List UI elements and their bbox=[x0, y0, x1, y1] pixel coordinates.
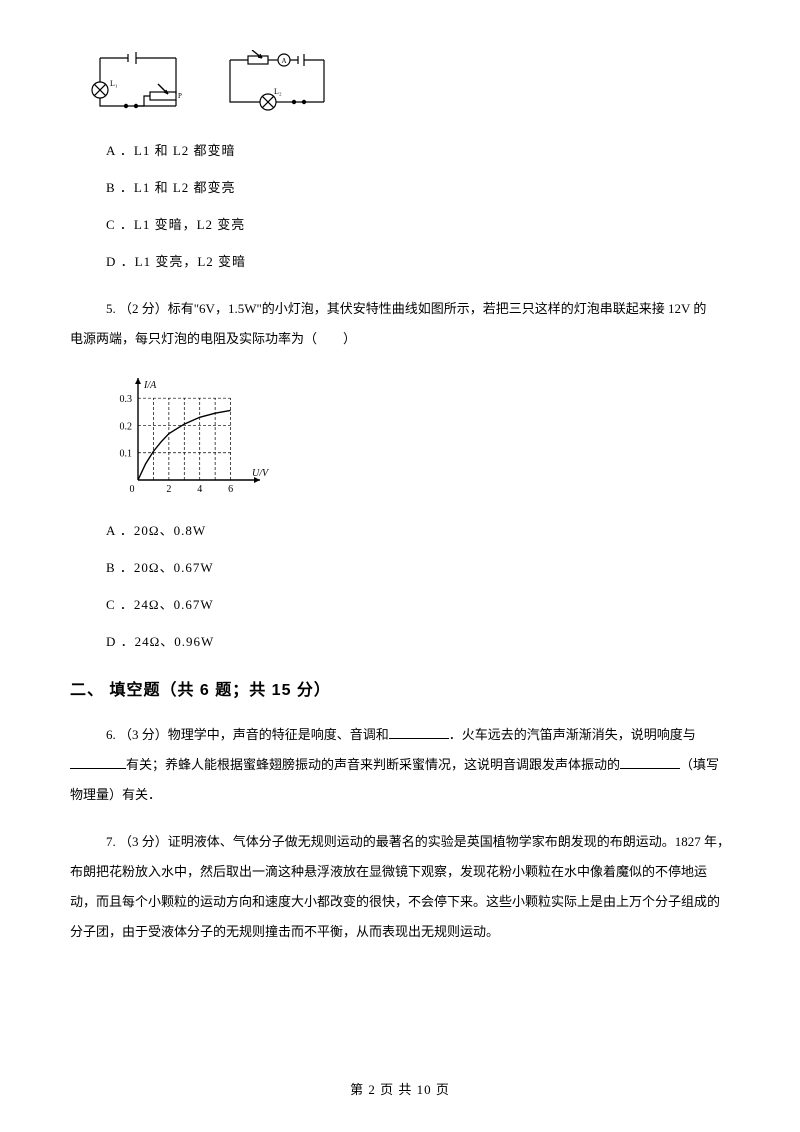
svg-text:I/A: I/A bbox=[143, 380, 157, 391]
section-2-header: 二、 填空题（共 6 题；共 15 分） bbox=[70, 676, 730, 700]
svg-text:0.3: 0.3 bbox=[120, 394, 133, 405]
page-footer: 第 2 页 共 10 页 bbox=[0, 1079, 800, 1098]
q4-option-c: C ．L1 变暗，L2 变亮 bbox=[106, 214, 730, 233]
q6-score: （3 分） bbox=[119, 727, 168, 742]
svg-text:A: A bbox=[282, 57, 287, 65]
svg-text:0.2: 0.2 bbox=[120, 421, 133, 432]
blank-2 bbox=[70, 755, 126, 769]
q6-num: 6. bbox=[106, 727, 119, 742]
svg-text:0: 0 bbox=[130, 484, 135, 495]
q5-option-c: C ．24Ω、0.67W bbox=[106, 594, 730, 613]
q7: 7. （3 分）证明液体、气体分子做无规则运动的最著名的实验是英国植物学家布朗发… bbox=[70, 827, 730, 947]
q6-t2: ．火车远去的汽笛声渐渐消失，说明响度与 bbox=[449, 727, 696, 742]
svg-text:0.1: 0.1 bbox=[120, 449, 133, 460]
q4-option-b: B ．L1 和 L2 都变亮 bbox=[106, 177, 730, 196]
svg-text:4: 4 bbox=[197, 484, 202, 495]
q5-option-b: B ．20Ω、0.67W bbox=[106, 557, 730, 576]
q5-option-d: D ．24Ω、0.96W bbox=[106, 631, 730, 650]
svg-text:U/V: U/V bbox=[252, 468, 270, 479]
q5-graph: 2 4 6 0 0.1 0.2 0.3 U/V I/A bbox=[100, 372, 730, 502]
q5-option-a: A ．20Ω、0.8W bbox=[106, 520, 730, 539]
q5-stem-b: 电源两端，每只灯泡的电阻及实际功率为（ ） bbox=[70, 324, 356, 354]
circuit-1: L₁ P bbox=[80, 50, 196, 116]
circuit-row: L₁ P A L₂ bbox=[80, 50, 730, 116]
blank-1 bbox=[389, 725, 449, 739]
q6: 6. （3 分）物理学中，声音的特征是响度、音调和 ．火车远去的汽笛声渐渐消失，说… bbox=[70, 720, 730, 810]
q5-stem-a: 5. （2 分）标有"6V，1.5W"的小灯泡，其伏安特性曲线如图所示，若把三只… bbox=[106, 301, 706, 316]
q4-option-d: D ．L1 变亮，L2 变暗 bbox=[106, 251, 730, 270]
svg-text:2: 2 bbox=[166, 484, 171, 495]
l2-label: L₂ bbox=[274, 87, 282, 96]
q6-t3: 有关；养蜂人能根据蜜蜂翅膀振动的声音来判断采蜜情况，这说明音调跟发声体振动的 bbox=[126, 757, 620, 772]
q4-option-a: A ．L1 和 L2 都变暗 bbox=[106, 140, 730, 159]
blank-3 bbox=[620, 755, 680, 769]
svg-text:6: 6 bbox=[228, 484, 233, 495]
q5-stem: 5. （2 分）标有"6V，1.5W"的小灯泡，其伏安特性曲线如图所示，若把三只… bbox=[70, 294, 730, 354]
l1-label: L₁ bbox=[110, 79, 118, 88]
q6-t1: 物理学中，声音的特征是响度、音调和 bbox=[168, 727, 389, 742]
p-label: P bbox=[178, 92, 182, 100]
circuit-2: A L₂ bbox=[212, 50, 342, 116]
